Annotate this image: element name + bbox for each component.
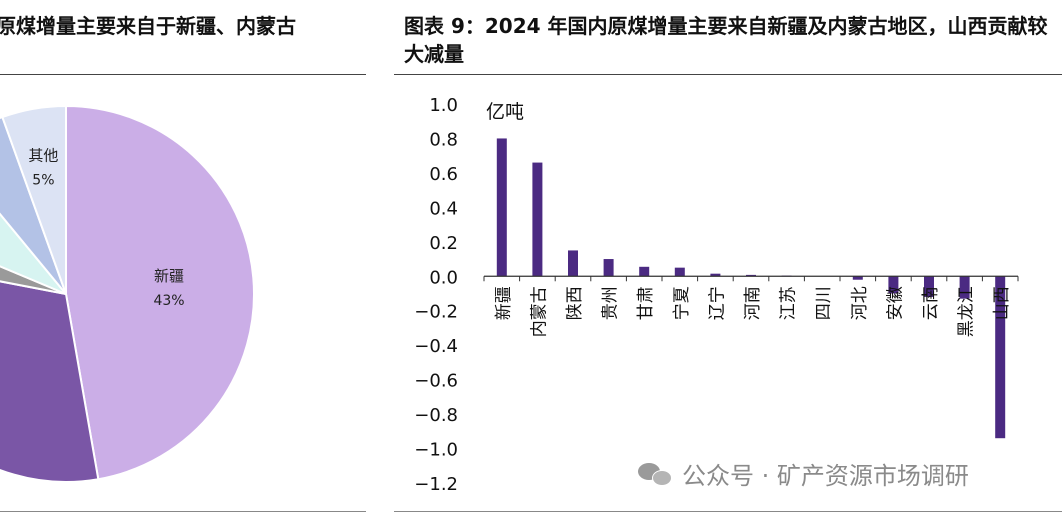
x-tick-label: 甘肃 [636,286,656,320]
y-tick-label: −0.2 [414,302,458,323]
y-tick-label: −1.0 [414,440,458,461]
pie-slice [1,104,67,295]
bar [603,259,614,277]
y-tick-label: −1.2 [414,474,458,495]
pie-value-label: 43% [153,293,184,309]
y-tick-label: 0.2 [429,233,458,254]
pie-slice-label: 新疆 [154,267,184,285]
y-tick-label: 0.8 [429,129,458,150]
wechat-icon [638,461,672,487]
x-tick-label: 河南 [743,286,763,320]
left-title-divider [0,74,366,75]
y-tick-label: 1.0 [429,95,458,116]
right-title-divider [394,74,1062,75]
x-tick-label: 新疆 [494,286,514,320]
pie-value-label: 5% [32,172,54,188]
left-bottom-divider [0,511,366,512]
x-tick-label: 安徽 [885,286,905,320]
watermark-text: 公众号 · 矿产资源市场调研 [682,462,969,490]
pie-slice-label: 其他 [28,146,58,164]
y-tick-label: −0.8 [414,405,458,426]
pie-slice [0,280,100,483]
bar [639,266,650,277]
bar [568,250,578,277]
bar [959,276,970,299]
bar [496,138,507,277]
bar [995,276,1006,439]
x-tick-label: 四川 [814,286,834,320]
x-tick-label: 山西 [992,286,1012,320]
x-tick-label: 内蒙古 [529,286,549,337]
y-tick-label: −0.4 [414,336,458,357]
bar [746,274,756,277]
bar [710,273,721,277]
x-tick-label: 贵州 [601,286,621,320]
x-tick-label: 云南 [921,286,941,320]
y-tick-label: 0.6 [429,164,458,185]
bar [888,276,899,294]
watermark: 公众号 · 矿产资源市场调研 [638,456,969,491]
x-tick-label: 河北 [850,286,870,320]
x-tick-label: 辽宁 [707,286,727,320]
x-tick-label: 陕西 [565,286,585,320]
bar [852,276,863,280]
right-chart-title: 图表 9：2024 年国内原煤增量主要来自新疆及内蒙古地区，山西贡献较大减量 [404,14,1048,66]
pie-slice [65,104,255,481]
left-chart-title: 原煤增量主要来自于新疆、内蒙古 [0,14,296,38]
bar [532,162,543,277]
y-axis-unit: 亿吨 [486,101,524,123]
x-tick-label: 江苏 [779,286,799,320]
y-tick-label: 0.0 [429,267,458,288]
y-tick-label: −0.6 [414,371,458,392]
x-tick-label: 黑龙江 [957,286,977,337]
right-bottom-divider [394,511,1062,512]
bar [924,276,934,297]
y-tick-label: 0.4 [429,198,458,219]
x-tick-label: 宁夏 [672,286,692,320]
bar [674,267,685,277]
